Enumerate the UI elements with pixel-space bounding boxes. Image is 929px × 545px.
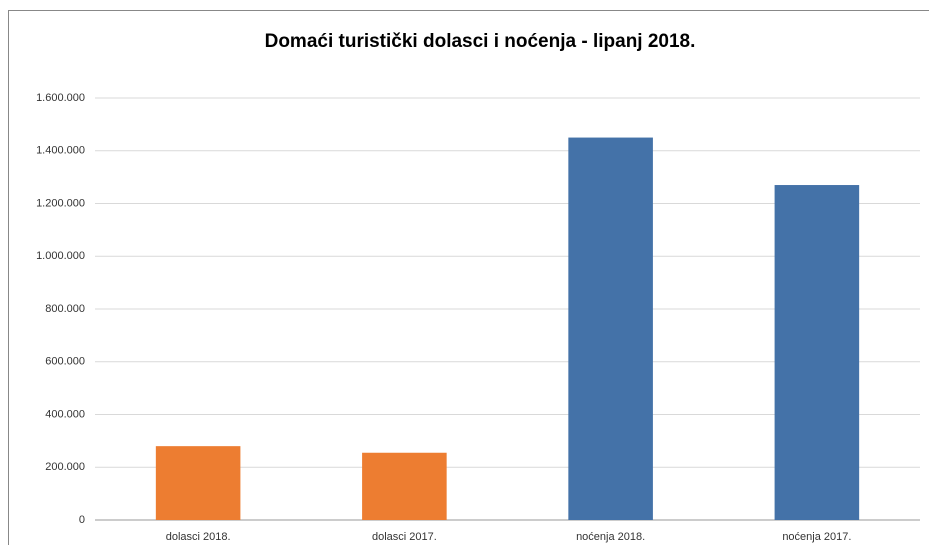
- y-tick-label: 600.000: [45, 356, 85, 368]
- x-tick-label: noćenja 2018.: [576, 531, 645, 543]
- y-tick-label: 1.600.000: [36, 92, 85, 104]
- y-tick-label: 1.000.000: [36, 250, 85, 262]
- x-tick-label: noćenja 2017.: [782, 531, 851, 543]
- y-tick-label: 0: [79, 514, 85, 526]
- x-tick-label: dolasci 2018.: [166, 531, 231, 543]
- bar: [568, 137, 653, 520]
- bar: [362, 452, 447, 520]
- y-tick-label: 200.000: [45, 461, 85, 473]
- bar: [155, 446, 241, 520]
- chart-title: Domaći turistički dolasci i noćenja - li…: [265, 31, 696, 52]
- x-tick-label: dolasci 2017.: [372, 531, 437, 543]
- bar: [774, 185, 860, 520]
- y-tick-label: 1.400.000: [36, 145, 85, 157]
- y-tick-label: 800.000: [45, 303, 85, 315]
- y-tick-label: 1.200.000: [36, 197, 85, 209]
- y-tick-label: 400.000: [45, 408, 85, 420]
